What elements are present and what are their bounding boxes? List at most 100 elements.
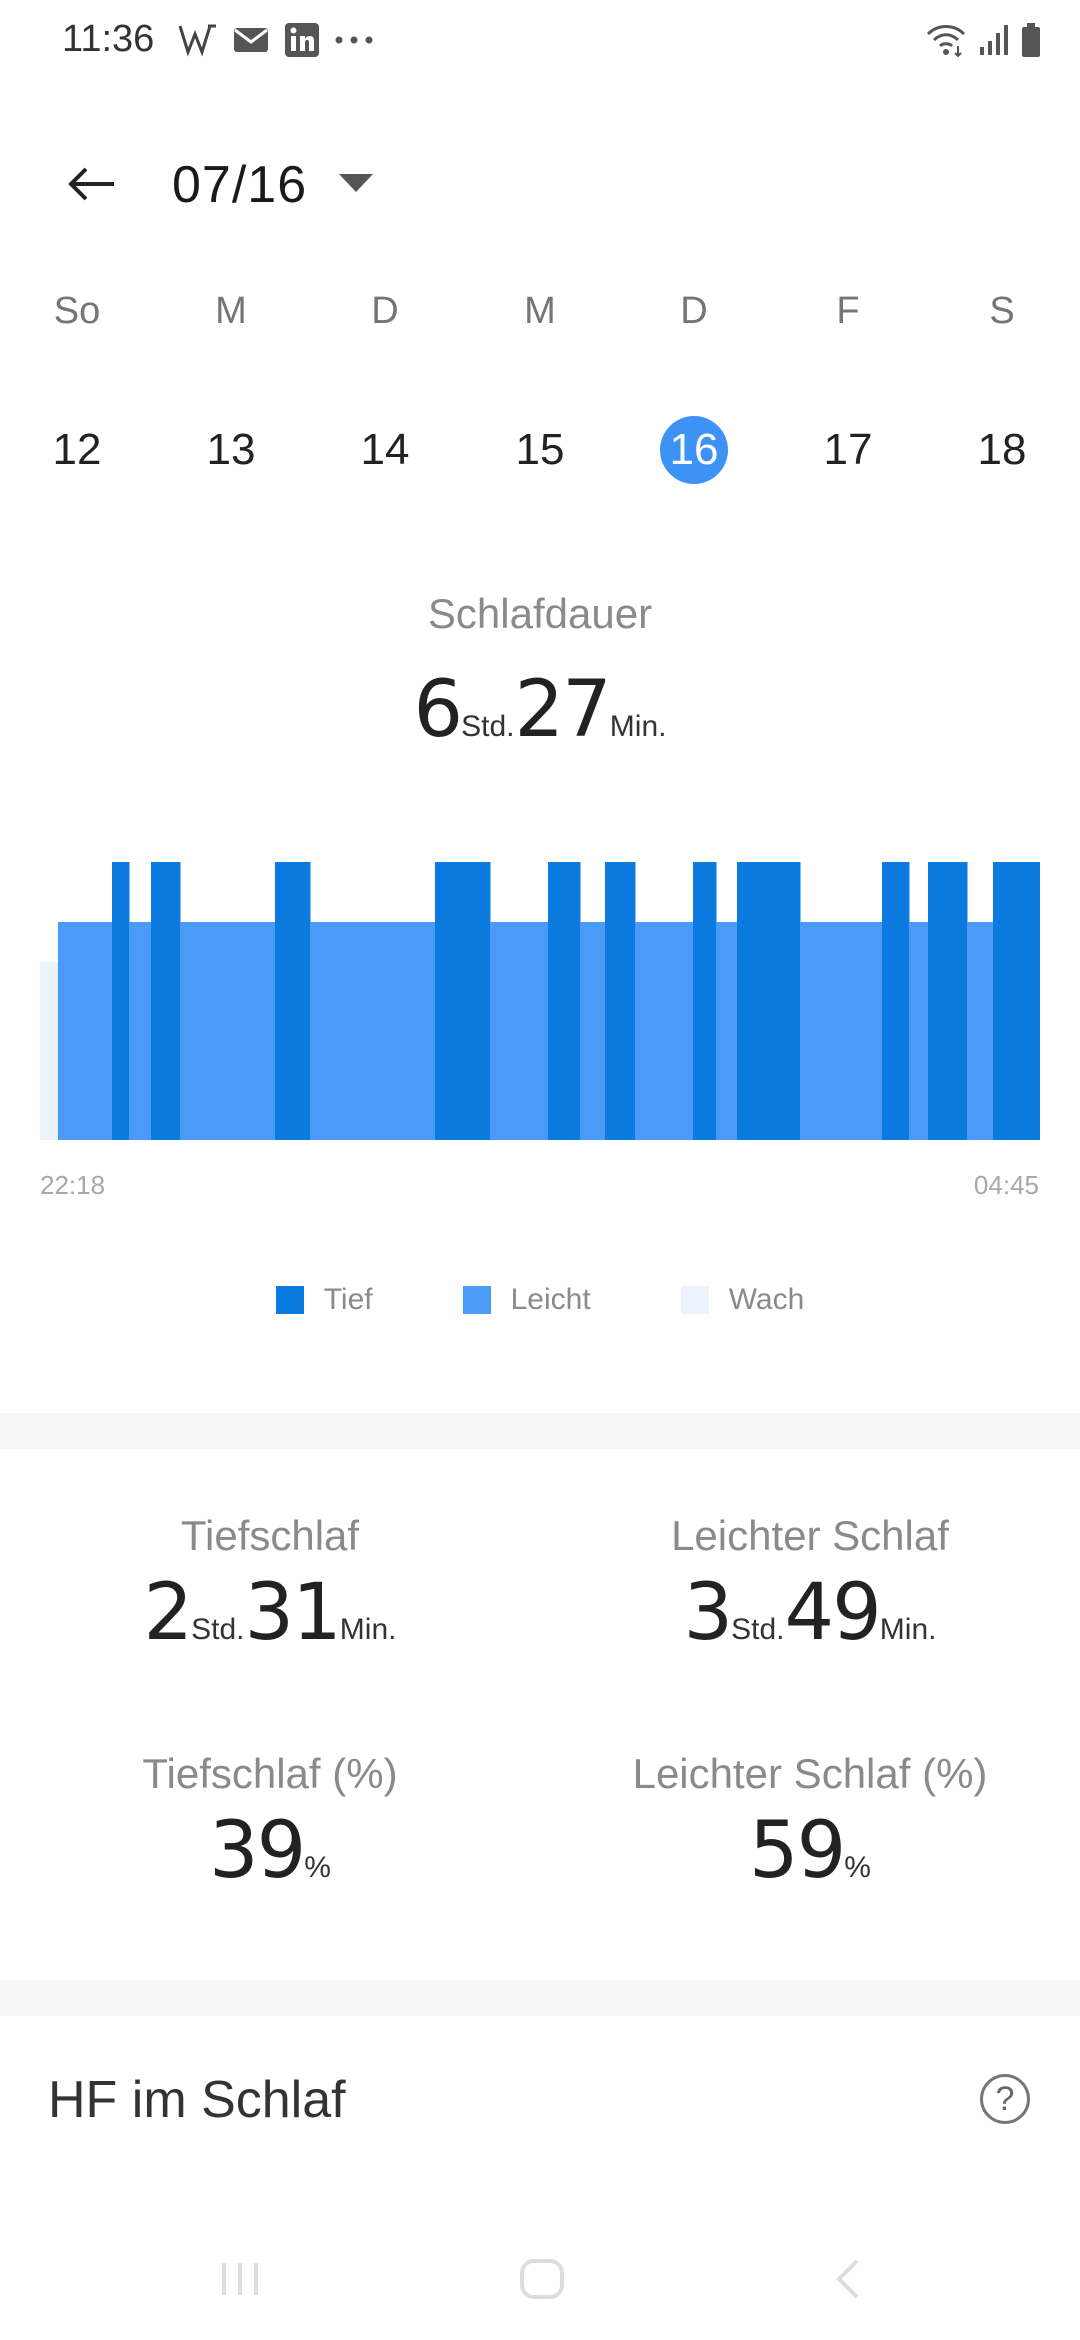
chart-start-time: 22:18 [40,1170,106,1200]
sleep-segment-leicht [967,922,994,1140]
week-calendar: So M D M D F S 12 13 14 15 16 17 18 [0,290,1080,490]
weekday-label: D [371,290,399,332]
hr-sleep-title: HF im Schlaf [48,2071,346,2129]
back-nav-button[interactable] [818,2256,878,2306]
w-app-icon [178,22,218,58]
day-number: 18 [977,425,1027,474]
legend-item-awake: Wach [680,1283,805,1317]
legend-swatch-awake [680,1286,709,1314]
more-dots-icon [334,34,374,46]
day-13[interactable]: 13 [176,410,286,490]
sleep-segment-leicht [129,922,152,1140]
legend-swatch-deep [275,1286,304,1314]
sleep-segment-leicht [800,922,883,1140]
sleep-segment-leicht [716,922,738,1140]
day-number: 15 [515,425,565,474]
weekday-row: So M D M D F S [0,290,1080,350]
wifi-icon [924,22,968,58]
day-16-selected[interactable]: 16 [639,410,749,490]
deep-sleep-percent-stat: Tiefschlaf (%) 39% [0,1750,540,1896]
sleep-segment-tief [993,862,1040,1140]
section-divider [0,1413,1080,1449]
status-time: 11:36 [62,18,155,60]
sleep-segment-leicht [909,922,929,1140]
back-button[interactable] [60,158,124,214]
light-sleep-percent-label: Leichter Schlaf (%) [632,1750,988,1797]
day-number: 14 [360,425,410,474]
back-nav-icon [833,2257,863,2306]
light-sleep-value: 3Std.49Min. [540,1568,1080,1658]
legend-label: Wach [728,1283,805,1316]
sleep-stage-svg [40,862,1040,1140]
sleep-stage-chart [40,830,1040,1150]
sleep-segment-tief [435,862,491,1140]
day-14[interactable]: 14 [330,410,440,490]
deep-sleep-percent-value: 39% [0,1806,540,1896]
sleep-segment-wach [40,962,59,1140]
status-bar: 11:36 [0,0,1080,80]
sleep-segment-tief [882,862,910,1140]
recents-icon [218,2259,262,2304]
day-15[interactable]: 15 [485,410,595,490]
light-percent-unit: % [844,1851,871,1884]
section-divider [0,1980,1080,2016]
light-hours: 3 [683,1568,734,1658]
sleep-segment-tief [605,862,636,1140]
sleep-segment-tief [693,862,717,1140]
deep-minutes: 31 [244,1568,342,1658]
day-number: 13 [206,425,256,474]
help-icon[interactable]: ? [980,2074,1030,2124]
sleep-segment-tief [112,862,130,1140]
deep-hours: 2 [143,1568,194,1658]
deep-minutes-unit: Min. [339,1613,397,1646]
day-number: 12 [52,425,102,474]
sleep-segment-leicht [490,922,549,1140]
light-percent: 59 [749,1806,846,1896]
deep-sleep-stat: Tiefschlaf 2Std.31Min. [0,1512,540,1658]
weekday-label: M [215,290,247,332]
linkedin-icon [284,22,320,58]
legend-label: Tief [323,1283,373,1316]
duration-hours: 6 [413,665,464,755]
sleep-segment-leicht [580,922,606,1140]
sleep-segment-leicht [58,922,113,1140]
selected-date: 07/16 [172,156,308,214]
sleep-segment-leicht [635,922,694,1140]
battery-icon [1020,22,1042,58]
deep-sleep-label: Tiefschlaf [180,1512,360,1559]
light-sleep-percent-stat: Leichter Schlaf (%) 59% [540,1750,1080,1896]
legend-item-deep: Tief [275,1283,373,1317]
date-selector[interactable]: 07/16 [172,150,375,220]
recents-button[interactable] [210,2256,270,2306]
home-button[interactable] [512,2256,572,2306]
weekday-label: M [524,290,556,332]
chart-end-time: 04:45 [973,1170,1039,1200]
legend-swatch-light [462,1286,491,1314]
legend-label: Leicht [510,1283,591,1316]
mail-icon [232,24,270,56]
sleep-segment-tief [737,862,801,1140]
chart-legend: Tief Leicht Wach [0,1283,1080,1317]
arrow-left-icon [68,166,116,207]
sleep-duration-value: 6Std.27Min. [0,665,1080,755]
sleep-duration-title: Schlafdauer [427,590,653,637]
day-12[interactable]: 12 [22,410,132,490]
signal-icon [978,23,1010,57]
day-17[interactable]: 17 [793,410,903,490]
sleep-segment-tief [275,862,311,1140]
light-minutes: 49 [784,1568,882,1658]
system-nav-bar [0,2230,1080,2330]
header: 07/16 [0,140,1080,230]
deep-percent-unit: % [304,1851,331,1884]
deep-percent: 39 [209,1806,306,1896]
light-minutes-unit: Min. [879,1613,937,1646]
sleep-segment-tief [151,862,181,1140]
day-18[interactable]: 18 [947,410,1057,490]
weekday-label: F [836,290,860,332]
sleep-segment-leicht [310,922,436,1140]
deep-hours-unit: Std. [191,1613,245,1646]
day-number-row: 12 13 14 15 16 17 18 [0,410,1080,490]
caret-down-icon [337,172,375,199]
sleep-segment-tief [548,862,581,1140]
legend-item-light: Leicht [462,1283,591,1317]
